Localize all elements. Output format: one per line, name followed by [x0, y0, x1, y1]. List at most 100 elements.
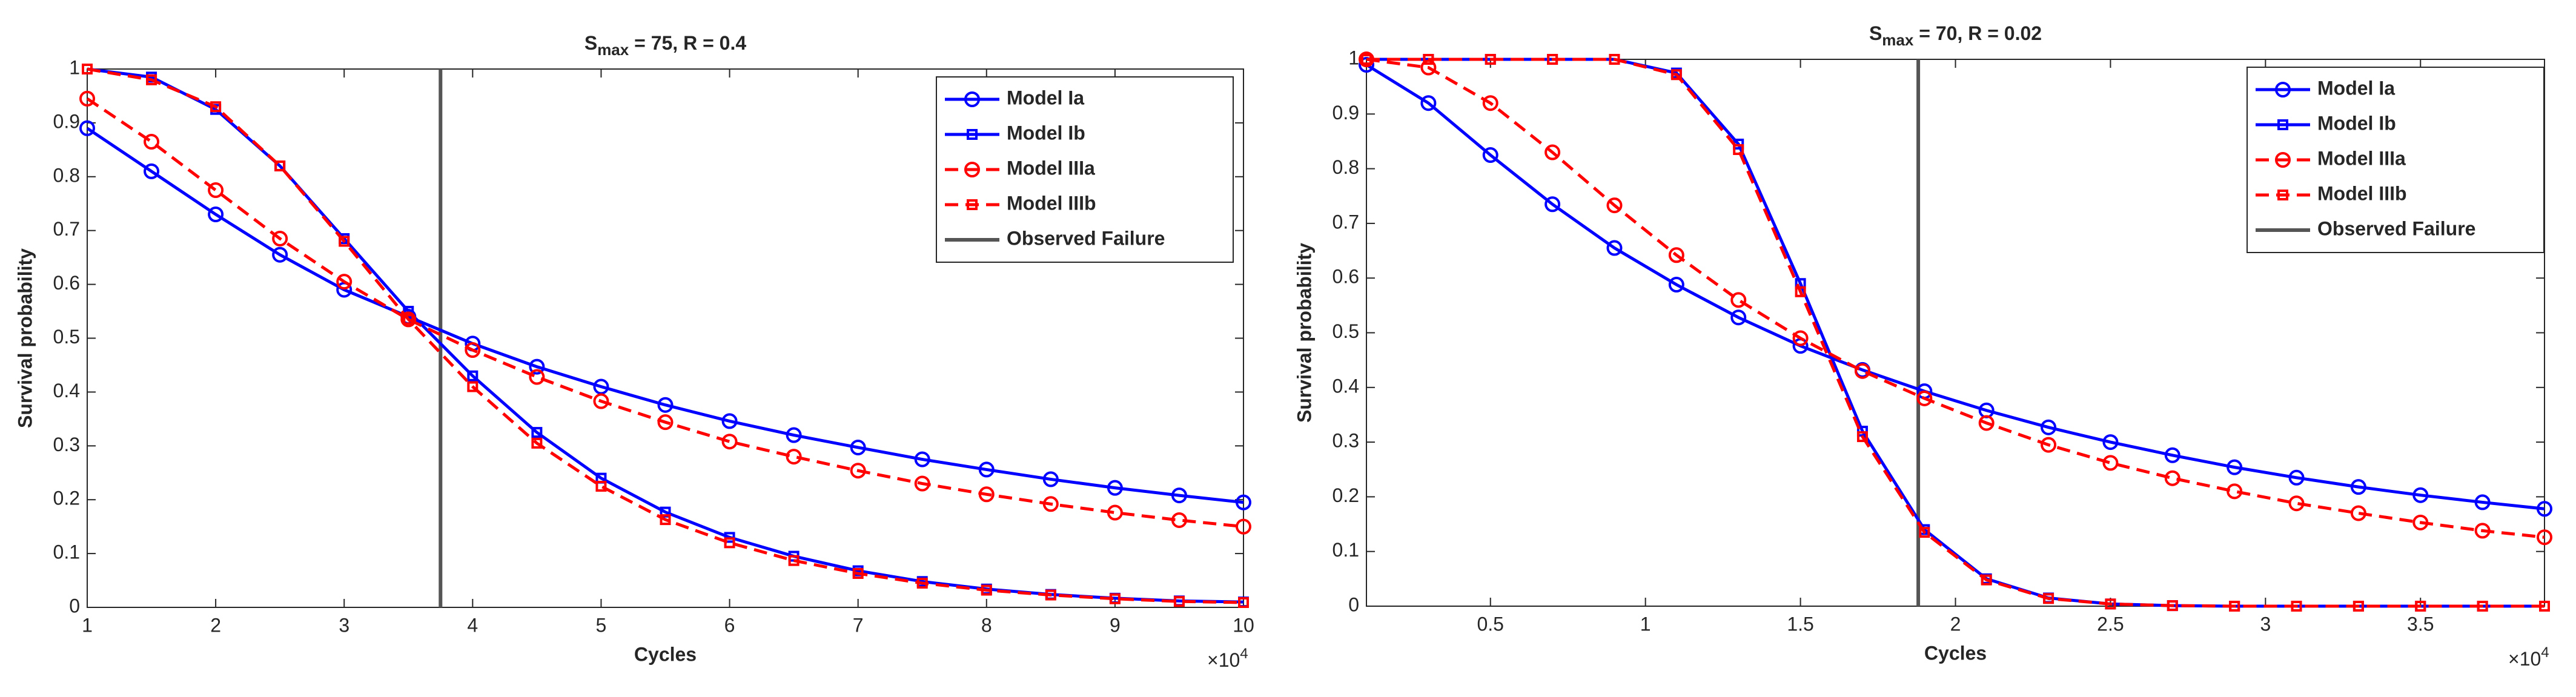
legend-marker — [2277, 190, 2288, 200]
marker — [272, 246, 288, 263]
x-tick-label: 10 — [1233, 614, 1254, 636]
marker — [1109, 593, 1121, 604]
x-tick-label: 0.5 — [1477, 613, 1503, 635]
marker — [146, 74, 157, 85]
marker — [657, 414, 674, 431]
marker — [1670, 69, 1682, 81]
y-tick-label: 0.1 — [53, 541, 80, 563]
marker — [2474, 494, 2491, 510]
marker — [1730, 292, 1747, 308]
marker — [724, 537, 735, 549]
marker — [2537, 501, 2552, 517]
marker — [274, 160, 286, 172]
y-tick-label: 0.2 — [1333, 484, 1359, 506]
marker — [1236, 518, 1251, 535]
marker — [978, 461, 995, 478]
y-tick-label: 0.9 — [53, 110, 80, 132]
y-tick-label: 0.1 — [1333, 539, 1359, 561]
marker — [339, 236, 350, 247]
marker — [1042, 471, 1059, 487]
marker — [1668, 247, 1684, 263]
x-multiplier-base: ×10 — [1207, 649, 1240, 671]
legend — [936, 76, 1234, 263]
x-tick-label: 4 — [467, 614, 478, 636]
marker — [850, 439, 866, 455]
y-tick-label: 0.9 — [1333, 102, 1359, 124]
marker — [2288, 495, 2305, 512]
marker — [850, 463, 866, 479]
legend-marker — [964, 91, 980, 107]
y-tick-label: 1 — [1348, 47, 1359, 68]
marker — [1792, 330, 1809, 346]
marker — [400, 311, 417, 328]
marker — [2102, 455, 2119, 471]
y-tick-label: 0.8 — [1333, 156, 1359, 178]
title-rest: = 70, R = 0.02 — [1913, 22, 2042, 44]
x-tick-label: 6 — [724, 614, 735, 636]
y-tick-label: 0.3 — [1333, 430, 1359, 452]
marker — [1171, 512, 1187, 528]
marker — [403, 314, 414, 325]
marker — [79, 120, 95, 136]
marker — [2350, 505, 2366, 521]
marker — [1606, 240, 1623, 256]
marker — [914, 451, 930, 467]
y-tick-label: 0.7 — [53, 218, 80, 240]
marker — [2227, 483, 2243, 500]
marker — [2164, 470, 2180, 486]
x-tick-label: 2.5 — [2097, 613, 2124, 635]
marker — [531, 437, 543, 449]
marker — [1547, 54, 1558, 65]
marker — [272, 231, 288, 247]
marker — [1045, 589, 1056, 601]
marker — [2291, 601, 2302, 612]
marker — [2474, 523, 2491, 539]
marker — [144, 163, 160, 179]
marker — [1856, 431, 1868, 443]
marker — [1482, 95, 1498, 111]
x-multiplier-base: ×10 — [2508, 648, 2541, 670]
series-line — [1365, 63, 2545, 510]
y-tick-label: 0.3 — [53, 434, 80, 455]
marker — [2477, 601, 2488, 612]
marker — [786, 427, 802, 443]
series-line — [86, 127, 1244, 504]
marker — [208, 182, 224, 199]
marker — [1042, 496, 1059, 512]
marker — [336, 274, 353, 290]
marker — [2537, 529, 2552, 546]
x-tick-label: 1 — [82, 614, 93, 636]
chart-title: Smax = 75, R = 0.4 — [584, 32, 747, 58]
marker — [1545, 196, 1561, 213]
marker — [1919, 527, 1930, 538]
x-tick-label: 3 — [339, 614, 349, 636]
marker — [2041, 419, 2057, 435]
marker — [593, 378, 609, 395]
x-tick-label: 5 — [596, 614, 607, 636]
marker — [1485, 54, 1496, 65]
x-multiplier: ×104 — [1207, 646, 1248, 671]
marker — [978, 486, 995, 503]
legend-label: Model Ia — [2317, 77, 2395, 99]
marker — [2412, 487, 2429, 503]
marker — [467, 381, 478, 392]
marker — [1107, 504, 1123, 521]
marker — [1420, 59, 1437, 76]
series-line — [1366, 58, 2545, 539]
marker — [1238, 596, 1249, 608]
marker — [852, 567, 864, 579]
marker — [2353, 601, 2364, 612]
y-tick-label: 0.5 — [1333, 320, 1359, 342]
legend-label: Model IIIb — [2317, 182, 2407, 204]
marker — [2043, 593, 2055, 604]
legend-label: Model IIIb — [1007, 192, 1096, 214]
marker — [529, 358, 545, 375]
marker — [1171, 487, 1187, 504]
marker — [82, 64, 93, 74]
marker — [1916, 390, 1933, 406]
y-tick-label: 0.5 — [53, 326, 80, 348]
legend-marker — [2277, 119, 2288, 130]
marker — [2102, 434, 2119, 451]
x-tick-label: 8 — [981, 614, 992, 636]
